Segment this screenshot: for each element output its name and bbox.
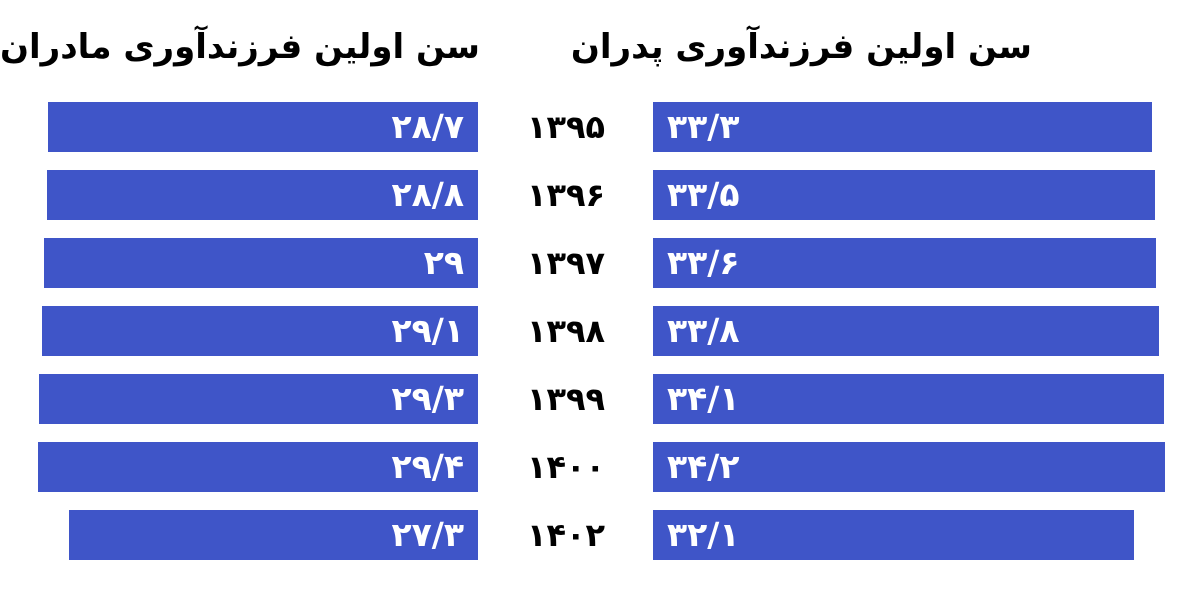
mothers-bar (39, 374, 478, 424)
mothers-bar-label: ۲۹/۱ (391, 311, 464, 350)
fathers-panel-title: سن اولین فرزندآوری پدران (570, 27, 1032, 67)
mothers-bar-label: ۲۹/۳ (391, 379, 464, 418)
year-label: ۱۳۹۸ (526, 312, 606, 350)
year-label: ۱۴۰۰ (526, 448, 606, 486)
mothers-bar-label: ۲۸/۷ (391, 107, 464, 146)
mothers-bar-label: ۲۹ (423, 243, 464, 282)
fathers-bar-label: ۳۴/۲ (667, 447, 740, 486)
mothers-bar (48, 102, 478, 152)
year-label: ۱۳۹۷ (526, 244, 606, 282)
fathers-bar (653, 238, 1157, 288)
mothers-bar (69, 510, 478, 560)
mothers-bar-label: ۲۹/۴ (391, 447, 464, 486)
fathers-bar-label: ۳۴/۱ (667, 379, 740, 418)
fathers-bar-label: ۳۳/۶ (667, 243, 740, 282)
year-label: ۱۳۹۶ (526, 176, 606, 214)
mothers-panel-title: سن اولین فرزندآوری مادران (0, 27, 480, 67)
fathers-bar (653, 374, 1164, 424)
fathers-bar-label: ۳۳/۵ (667, 175, 740, 214)
fathers-bar (653, 102, 1152, 152)
fathers-bar-label: ۳۳/۳ (667, 107, 740, 146)
year-label: ۱۴۰۲ (526, 516, 606, 554)
mothers-bar (42, 306, 478, 356)
year-label: ۱۳۹۹ (526, 380, 606, 418)
fathers-bar-label: ۳۳/۸ (667, 311, 740, 350)
mothers-bar (38, 442, 478, 492)
fathers-bar-label: ۳۲/۱ (667, 515, 740, 554)
mothers-bar-label: ۲۷/۳ (391, 515, 464, 554)
fathers-bar (653, 306, 1159, 356)
fathers-bar (653, 170, 1155, 220)
fathers-bar (653, 442, 1165, 492)
mothers-bar (46, 170, 478, 220)
year-label: ۱۳۹۵ (526, 108, 606, 146)
mothers-bar-label: ۲۸/۸ (391, 175, 464, 214)
fathers-bar (653, 510, 1134, 560)
mothers-bar (43, 238, 478, 288)
